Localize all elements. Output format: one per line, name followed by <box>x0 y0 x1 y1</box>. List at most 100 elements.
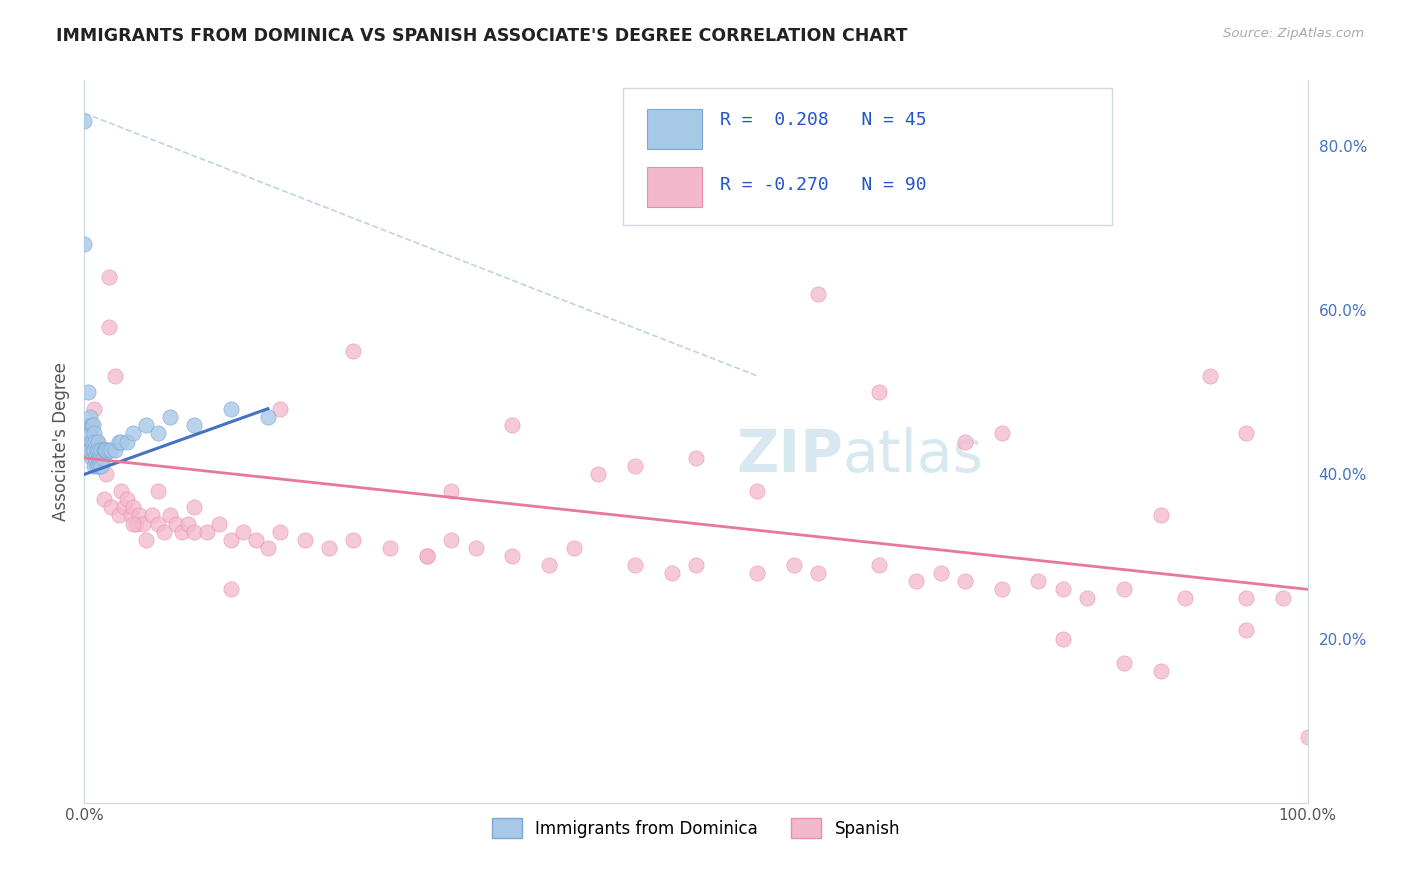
Point <box>440 533 463 547</box>
Point <box>586 467 609 482</box>
FancyBboxPatch shape <box>647 167 702 207</box>
Point <box>183 500 205 515</box>
Point <box>165 516 187 531</box>
Point <box>416 549 439 564</box>
Point <box>122 426 145 441</box>
Point <box>104 368 127 383</box>
Point <box>747 566 769 580</box>
Point <box>107 434 129 449</box>
Point <box>73 114 96 128</box>
FancyBboxPatch shape <box>647 109 702 149</box>
Point <box>79 409 101 424</box>
Point <box>953 434 976 449</box>
Point <box>110 483 132 498</box>
Point <box>73 442 96 457</box>
Point <box>269 524 291 539</box>
Point <box>1114 657 1136 671</box>
Point <box>685 558 707 572</box>
Point <box>807 286 830 301</box>
Point <box>1296 730 1319 744</box>
Point <box>115 491 138 506</box>
Point <box>100 442 122 457</box>
Point <box>79 442 101 457</box>
Point <box>159 508 181 523</box>
Point <box>294 533 316 547</box>
Point <box>120 508 142 523</box>
Point <box>502 418 524 433</box>
FancyBboxPatch shape <box>623 87 1112 225</box>
Point <box>135 418 157 433</box>
Point <box>96 467 118 482</box>
Point <box>269 401 291 416</box>
Text: Source: ZipAtlas.com: Source: ZipAtlas.com <box>1223 27 1364 40</box>
Point <box>1236 624 1258 638</box>
Point <box>77 385 100 400</box>
Point <box>128 508 150 523</box>
Point <box>1150 508 1173 523</box>
Point <box>82 418 104 433</box>
Point <box>91 450 114 465</box>
Point <box>1076 591 1098 605</box>
Text: atlas: atlas <box>842 427 984 484</box>
Point <box>624 558 647 572</box>
Point <box>112 500 135 515</box>
Point <box>342 344 364 359</box>
Point <box>91 450 114 465</box>
Point <box>90 459 112 474</box>
Point <box>87 442 110 457</box>
Point <box>141 508 163 523</box>
Point <box>125 516 148 531</box>
Point <box>84 450 107 465</box>
Y-axis label: Associate's Degree: Associate's Degree <box>52 362 70 521</box>
Legend: Immigrants from Dominica, Spanish: Immigrants from Dominica, Spanish <box>485 812 907 845</box>
Point <box>86 442 108 457</box>
Text: R =  0.208   N = 45: R = 0.208 N = 45 <box>720 111 927 129</box>
Point <box>97 442 120 457</box>
Point <box>93 442 115 457</box>
Point <box>122 516 145 531</box>
Point <box>97 319 120 334</box>
Point <box>89 450 111 465</box>
Point <box>82 442 104 457</box>
Point <box>96 442 118 457</box>
Point <box>1052 632 1074 646</box>
Point <box>208 516 231 531</box>
Point <box>1174 591 1197 605</box>
Point <box>76 434 98 449</box>
Point <box>869 558 891 572</box>
Point <box>783 558 806 572</box>
Point <box>1236 426 1258 441</box>
Point <box>153 524 176 539</box>
Point <box>135 533 157 547</box>
Point <box>77 418 100 433</box>
Point <box>624 459 647 474</box>
Point <box>219 582 242 597</box>
Point <box>132 516 155 531</box>
Point <box>146 516 169 531</box>
Point <box>1114 582 1136 597</box>
Text: IMMIGRANTS FROM DOMINICA VS SPANISH ASSOCIATE'S DEGREE CORRELATION CHART: IMMIGRANTS FROM DOMINICA VS SPANISH ASSO… <box>56 27 908 45</box>
Point <box>869 385 891 400</box>
Point <box>90 442 112 457</box>
Point <box>380 541 402 556</box>
Point <box>86 459 108 474</box>
Point <box>107 508 129 523</box>
Point <box>464 541 486 556</box>
Point <box>929 566 952 580</box>
Point <box>257 409 280 424</box>
Point <box>1028 574 1050 588</box>
Point <box>146 483 169 498</box>
Point <box>87 442 110 457</box>
Point <box>502 549 524 564</box>
Point <box>257 541 280 556</box>
Point <box>183 524 205 539</box>
Point <box>991 426 1014 441</box>
Point <box>83 459 105 474</box>
Point <box>562 541 585 556</box>
Point <box>110 434 132 449</box>
Point <box>538 558 561 572</box>
Point <box>807 566 830 580</box>
Point <box>104 442 127 457</box>
Point <box>80 434 103 449</box>
Point <box>416 549 439 564</box>
